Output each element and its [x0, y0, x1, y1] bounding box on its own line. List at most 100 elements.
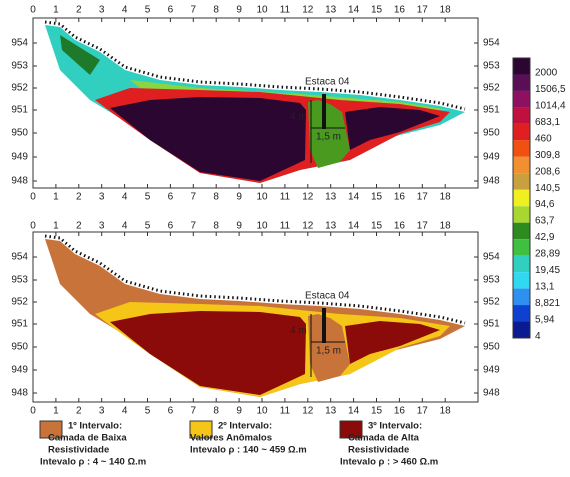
- section-inner: [345, 107, 440, 150]
- x-tick-label: 5: [145, 192, 151, 203]
- colorbar-swatch: [513, 255, 530, 273]
- y-tick-label: 952: [11, 297, 28, 308]
- x-tick-label: 11: [280, 406, 291, 417]
- colorbar-label: 5,94: [535, 315, 555, 326]
- anomaly: [308, 100, 350, 168]
- x-tick-label: 7: [191, 406, 197, 417]
- x-tick-label: 17: [417, 221, 429, 232]
- legend-line: Intevalo ρ : > 460 Ω.m: [340, 457, 438, 468]
- x-tick-label: 6: [168, 5, 174, 16]
- x-tick-label: 8: [213, 221, 219, 232]
- y-tick-label: 948: [11, 388, 28, 399]
- x-tick-label: 13: [325, 221, 337, 232]
- x-tick-label: 1: [53, 5, 59, 16]
- x-tick-label: 9: [236, 221, 242, 232]
- x-tick-label: 12: [302, 221, 314, 232]
- x-tick-label: 6: [168, 406, 174, 417]
- y-tick-label: 952: [483, 83, 500, 94]
- stake: [322, 94, 326, 129]
- y-tick-label: 948: [11, 176, 28, 187]
- x-tick-label: 0: [30, 5, 36, 16]
- y-tick-label: 950: [483, 128, 500, 139]
- x-tick-label: 3: [99, 5, 105, 16]
- y-tick-label: 949: [483, 365, 500, 376]
- x-tick-label: 9: [236, 5, 242, 16]
- x-tick-label: 7: [191, 221, 197, 232]
- colorbar-swatch: [513, 239, 530, 256]
- x-tick-label: 1: [53, 221, 59, 232]
- x-tick-label: 3: [99, 192, 105, 203]
- colorbar-label: 140,5: [535, 183, 560, 194]
- legend-line: Camada de Alta: [348, 433, 420, 444]
- x-tick-label: 7: [191, 5, 197, 16]
- x-tick-label: 18: [440, 406, 452, 417]
- legend-line: Intevalo ρ : 140 ~ 459 Ω.m: [190, 445, 307, 456]
- x-tick-label: 6: [168, 221, 174, 232]
- legend-line: Valores Anômalos: [190, 433, 272, 444]
- colorbar-swatch: [513, 107, 530, 124]
- legend-title: 1º Intervalo:: [68, 421, 122, 432]
- colorbar-frame: [512, 57, 531, 339]
- stake-label: Estaca 04: [305, 77, 350, 88]
- x-tick-label: 3: [99, 406, 105, 417]
- x-tick-label: 11: [280, 192, 291, 203]
- depth-label: 4 m: [290, 112, 307, 123]
- x-tick-label: 7: [191, 192, 197, 203]
- x-tick-label: 14: [348, 5, 360, 16]
- y-tick-label: 949: [483, 152, 500, 163]
- x-tick-label: 8: [213, 406, 219, 417]
- y-tick-label: 953: [483, 275, 500, 286]
- y-tick-label: 950: [11, 128, 28, 139]
- x-tick-label: 16: [394, 406, 406, 417]
- legend-swatch: [339, 420, 363, 439]
- colorbar-swatch: [513, 90, 530, 108]
- x-tick-label: 2: [76, 406, 82, 417]
- x-tick-label: 17: [417, 406, 429, 417]
- x-tick-label: 4: [122, 406, 128, 417]
- x-tick-label: 8: [213, 5, 219, 16]
- legend-line: Camada de Baixa: [48, 433, 127, 444]
- colorbar-swatch: [513, 272, 530, 289]
- x-tick-label: 0: [30, 406, 36, 417]
- x-tick-label: 3: [99, 221, 105, 232]
- x-tick-label: 18: [440, 5, 452, 16]
- x-tick-label: 10: [256, 221, 268, 232]
- y-tick-label: 951: [483, 319, 500, 330]
- x-tick-label: 12: [302, 5, 314, 16]
- y-tick-label: 952: [11, 83, 28, 94]
- y-tick-label: 953: [11, 61, 28, 72]
- x-tick-label: 14: [348, 192, 360, 203]
- x-tick-label: 5: [145, 221, 151, 232]
- x-tick-label: 17: [417, 192, 429, 203]
- colorbar-label: 1506,5: [535, 84, 566, 95]
- width-label: 1,5 m: [316, 132, 341, 143]
- x-tick-label: 12: [302, 406, 314, 417]
- frame: [32, 231, 479, 403]
- x-tick-label: 9: [236, 406, 242, 417]
- section-inner: [110, 97, 306, 181]
- y-tick-label: 948: [483, 388, 500, 399]
- y-tick-label: 949: [11, 152, 28, 163]
- anomaly: [308, 314, 350, 382]
- colorbar-swatch: [513, 140, 530, 157]
- y-tick-label: 953: [11, 275, 28, 286]
- colorbar-swatch: [513, 288, 530, 306]
- colorbar-label: 309,8: [535, 150, 560, 161]
- colorbar-swatch: [513, 305, 530, 322]
- x-tick-label: 0: [30, 221, 36, 232]
- colorbar-swatch: [513, 173, 530, 190]
- colorbar-swatch: [513, 321, 530, 338]
- stake-label: Estaca 04: [305, 291, 350, 302]
- x-tick-label: 11: [280, 221, 291, 232]
- colorbar-label: 94,6: [535, 199, 555, 210]
- stake: [322, 308, 326, 343]
- x-tick-label: 9: [236, 192, 242, 203]
- x-tick-label: 13: [325, 192, 337, 203]
- x-tick-label: 12: [302, 192, 314, 203]
- colorbar-swatch: [513, 74, 530, 91]
- colorbar-swatch: [513, 189, 530, 207]
- y-tick-label: 954: [11, 38, 28, 49]
- colorbar-label: 208,6: [535, 166, 560, 177]
- x-tick-label: 13: [325, 406, 337, 417]
- x-tick-label: 18: [440, 192, 452, 203]
